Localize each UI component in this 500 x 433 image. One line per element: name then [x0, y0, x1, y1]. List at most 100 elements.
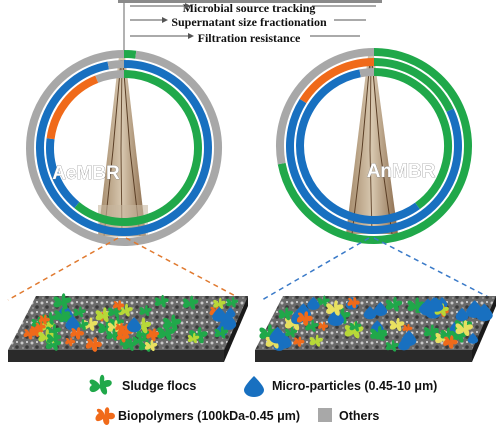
aembr-biopolymers-particle — [112, 300, 125, 311]
anmbr-biopolymers-particle — [318, 321, 329, 331]
aembr-sludge-flocs-particle — [95, 307, 113, 323]
aembr-cake-layer — [8, 293, 248, 362]
anmbr-biopolymers-particle — [402, 323, 413, 333]
aembr-biopolymers-particle — [116, 330, 130, 343]
anmbr-sludge-flocs-particle — [278, 307, 294, 321]
aembr-microbial-source-tracking-sludge-flocs-arc — [123, 50, 137, 59]
anmbr-supernatant-size-fractionation-biopolymers-arc — [299, 58, 375, 104]
aembr-sludge-flocs-particle — [73, 306, 86, 318]
aembr-sludge-flocs-particle — [154, 294, 169, 308]
aembr-biopolymers-particle — [147, 328, 160, 339]
aembr-sludge-flocs-particle — [213, 297, 226, 310]
aembr-label: AeMBR — [52, 163, 120, 184]
aembr-zoom-line-right — [125, 237, 244, 301]
anmbr-filtration-resistance-micro-particles-arc — [296, 69, 420, 224]
aembr-filtration-resistance-sludge-flocs-arc — [74, 70, 202, 226]
anmbr-micro-particles-particle — [467, 332, 479, 344]
aembr-biopolymers-particle — [65, 337, 76, 347]
anmbr-biopolymers-particle — [293, 336, 305, 347]
anmbr-filtration-resistance-others-arc — [359, 68, 375, 78]
anmbr-sludge-flocs-particle — [451, 329, 467, 343]
aembr-foulant-particles — [23, 293, 239, 352]
anmbr-foulant-particles — [259, 295, 493, 352]
top-bar — [118, 0, 382, 3]
aembr-microbial-source-tracking-others-arc — [26, 50, 223, 246]
anmbr-microbial-source-tracking-sludge-flocs-arc — [277, 48, 472, 244]
anmbr-sludge-flocs-particle — [389, 317, 405, 332]
anmbr-sludge-flocs-particle — [423, 324, 439, 338]
anmbr-sludge-flocs-particle — [326, 300, 344, 316]
aembr-sludge-flocs-particle — [214, 326, 229, 339]
aembr-micro-particles-particle — [220, 313, 237, 331]
anmbr-rings — [276, 48, 472, 244]
aembr-sludge-flocs-particle — [54, 307, 71, 322]
aembr-sludge-flocs-particle — [187, 332, 200, 344]
aembr-sludge-flocs-particle — [122, 338, 137, 351]
legend-others: Others — [339, 409, 379, 423]
aembr-rings — [26, 50, 223, 246]
aembr-micro-particles-particle — [65, 315, 80, 331]
legend-biopolymers: Biopolymers (100kDa-0.45 μm) — [118, 409, 300, 423]
ring-label-inner: Filtration resistance — [198, 31, 301, 45]
ring-label-middle: Supernatant size fractionation — [171, 15, 327, 29]
aembr-zoom-line-left — [7, 237, 119, 301]
aembr-sludge-flocs-particle — [82, 317, 98, 331]
ring-label-outer: Microbial source tracking — [183, 1, 316, 15]
aembr-sludge-flocs-particle — [226, 296, 239, 308]
micro-particle-icon — [244, 376, 264, 397]
aembr-fiber-image — [98, 56, 148, 237]
anmbr-sludge-flocs-particle — [344, 321, 364, 339]
anmbr-sludge-flocs-particle — [385, 296, 403, 312]
anmbr-biopolymers-particle — [443, 335, 458, 349]
aembr-biopolymers-particle — [23, 328, 36, 340]
others-swatch — [318, 408, 332, 422]
aembr-sludge-flocs-particle — [46, 331, 62, 345]
aembr-biopolymers-particle — [34, 321, 46, 332]
anmbr-sludge-flocs-particle — [455, 320, 473, 336]
anmbr-cake-layer — [255, 295, 496, 362]
anmbr-micro-particles-particle — [327, 308, 345, 326]
aembr-sludge-flocs-particle — [53, 293, 72, 310]
anmbr-sludge-flocs-particle — [349, 320, 362, 332]
anmbr-zoom-line-left — [261, 237, 370, 301]
aembr-supernatant-size-fractionation-micro-particles-arc — [36, 60, 212, 236]
anmbr-sludge-flocs-particle — [375, 329, 388, 341]
aembr-biopolymers-particle — [85, 337, 102, 352]
anmbr-biopolymers-particle — [347, 297, 360, 309]
aembr-sludge-flocs-particle — [182, 295, 199, 310]
anmbr-filtration-resistance-sludge-flocs-arc — [373, 68, 452, 210]
anmbr-micro-particles-particle — [269, 326, 286, 344]
aembr-filtration-resistance-micro-particles-arc — [46, 138, 80, 209]
legend-sludge-flocs: Sludge flocs — [122, 379, 196, 393]
aembr-micro-particles-particle — [212, 306, 227, 322]
legend: Sludge flocs Micro-particles (0.45-10 μm… — [89, 374, 437, 425]
anmbr-micro-particles-particle — [363, 306, 377, 320]
anmbr-micro-particles-particle — [429, 297, 444, 312]
aembr-biopolymers-particle — [70, 327, 85, 340]
anmbr-sludge-flocs-particle — [385, 339, 399, 352]
anmbr-sludge-flocs-particle — [309, 334, 324, 347]
biopolymer-icon — [95, 407, 115, 425]
aembr-supernatant-size-fractionation-others-arc — [107, 60, 125, 70]
aembr-sludge-flocs-particle — [163, 314, 182, 331]
anmbr-micro-particles-particle — [307, 296, 320, 310]
anmbr-microbial-source-tracking-others-arc — [276, 48, 374, 165]
anmbr-micro-particles-particle — [475, 303, 493, 322]
aembr-biopolymers-particle — [38, 314, 50, 325]
aembr-filtration-resistance-biopolymers-arc — [46, 75, 99, 140]
aembr-sludge-flocs-particle — [107, 305, 122, 318]
anmbr-sludge-flocs-particle — [305, 319, 319, 332]
aembr-sludge-flocs-particle — [144, 339, 158, 352]
anmbr-zoom-line-right — [373, 237, 495, 301]
aembr-sludge-flocs-particle — [157, 324, 176, 341]
aembr-micro-particles-particle — [126, 317, 142, 333]
legend-micro-particles: Micro-particles (0.45-10 μm) — [272, 379, 437, 393]
anmbr-supernatant-size-fractionation-micro-particles-arc — [286, 98, 462, 234]
anmbr-micro-particles-particle — [455, 307, 469, 322]
anmbr-micro-particles-particle — [398, 338, 410, 351]
anmbr-supernatant-size-fractionation-sludge-flocs-arc — [373, 58, 454, 113]
anmbr-biopolymers-particle — [296, 311, 313, 326]
anmbr-label: AnMBR — [367, 161, 436, 182]
aembr-filtration-resistance-others-arc — [95, 70, 125, 83]
